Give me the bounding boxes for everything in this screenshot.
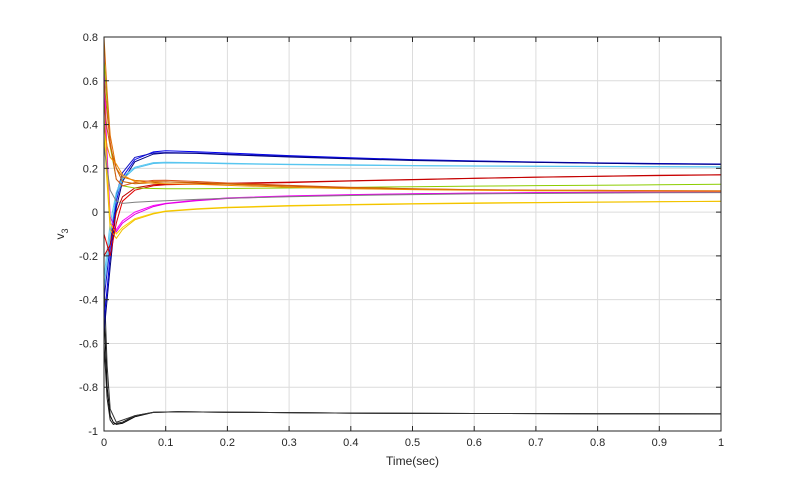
y-tick-label: -0.6 [79, 338, 98, 350]
series-line-6 [103, 152, 722, 333]
y-tick-label: 0 [92, 207, 98, 219]
x-tick-label: 0.7 [528, 437, 543, 449]
x-tick-label: 0.1 [158, 437, 173, 449]
y-tick-label: 0.4 [83, 120, 98, 132]
y-tick-label: 0.2 [83, 163, 98, 175]
x-tick-label: 0.5 [405, 437, 420, 449]
x-axis-label: Time(sec) [386, 454, 439, 468]
x-tick-label: 0 [101, 437, 107, 449]
series-line-3 [103, 277, 722, 423]
y-tick-label: -0.2 [79, 251, 98, 263]
x-tick-label: 0.4 [343, 437, 358, 449]
grid-lines [103, 36, 722, 432]
x-tick-label: 0.8 [590, 437, 605, 449]
y-tick-label: -0.8 [79, 382, 98, 394]
x-tick-label: 1 [718, 437, 724, 449]
y-tick-label: 0.8 [83, 32, 98, 44]
y-tick-label: -0.4 [79, 295, 98, 307]
series-group [103, 36, 722, 425]
y-axis-label-subscript: 3 [60, 228, 70, 233]
x-tick-label: 0.2 [220, 437, 235, 449]
x-tick-label: 0.6 [467, 437, 482, 449]
x-tick-label: 0.9 [652, 437, 667, 449]
series-line-20 [103, 146, 722, 204]
x-tick-label: 0.3 [281, 437, 296, 449]
y-tick-label: -1 [88, 426, 98, 438]
series-line-19 [103, 124, 722, 192]
series-line-8 [103, 161, 722, 278]
y-tick-label: 0.6 [83, 76, 98, 88]
series-line-12 [103, 135, 722, 240]
axis-ticks: 0 0.1 0.2 0.3 0.4 0.5 0.6 0.7 0.8 0.9 1 -1 -0.8 -0.6 -… [79, 32, 724, 449]
y-axis-label: v3 [53, 228, 70, 239]
y-axis-label-main: v [53, 234, 67, 240]
